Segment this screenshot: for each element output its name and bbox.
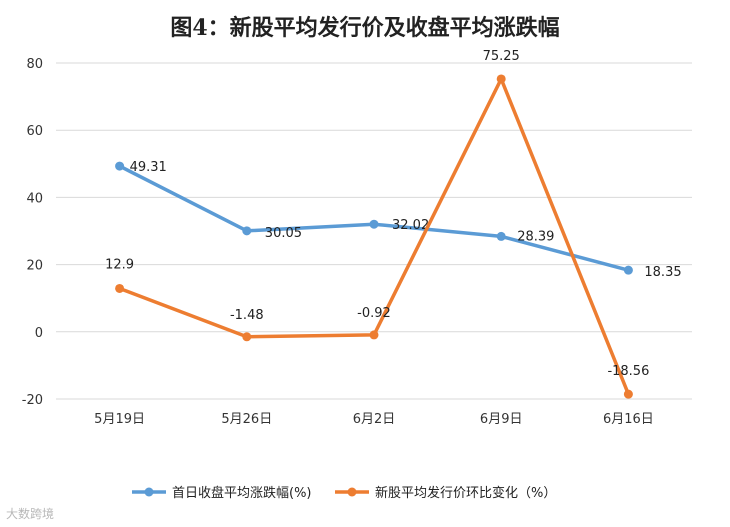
data-point [369, 219, 379, 229]
data-point [115, 283, 125, 293]
data-label: 49.31 [130, 160, 167, 175]
x-tick-label: 5月26日 [221, 412, 272, 427]
data-point [369, 330, 379, 340]
data-label: 12.9 [105, 257, 134, 272]
data-label: 18.35 [644, 265, 681, 280]
data-point [242, 332, 252, 342]
data-point [496, 231, 506, 241]
legend-label: 首日收盘平均涨跌幅(%) [172, 485, 312, 501]
x-tick-label: 5月19日 [94, 412, 145, 427]
y-tick-label: 0 [35, 326, 43, 341]
data-label: 32.02 [392, 218, 429, 233]
legend-label: 新股平均发行价环比变化（%） [375, 485, 556, 501]
data-point [623, 265, 633, 275]
data-label: -0.92 [357, 306, 391, 321]
data-label: -18.56 [607, 364, 649, 379]
data-label: 28.39 [517, 229, 554, 244]
y-tick-label: 80 [26, 57, 43, 72]
data-point [496, 74, 506, 84]
data-point [242, 226, 252, 236]
y-tick-label: -20 [22, 393, 43, 408]
y-tick-label: 20 [26, 259, 43, 274]
data-point [115, 161, 125, 171]
x-tick-label: 6月16日 [603, 412, 654, 427]
series-line [117, 164, 631, 272]
data-label: 75.25 [483, 49, 520, 64]
y-tick-label: 40 [26, 191, 43, 206]
x-tick-label: 6月2日 [353, 412, 396, 427]
y-tick-label: 60 [26, 124, 43, 139]
data-point [623, 389, 633, 399]
data-label: 30.05 [265, 226, 302, 241]
chart-title: 图4：新股平均发行价及收盘平均涨跌幅 [170, 15, 560, 41]
x-tick-label: 6月9日 [480, 412, 523, 427]
data-label: -1.48 [230, 308, 264, 323]
legend-swatch-marker [347, 487, 357, 497]
watermark: 大数跨境 [6, 507, 55, 521]
legend-swatch-marker [144, 487, 154, 497]
